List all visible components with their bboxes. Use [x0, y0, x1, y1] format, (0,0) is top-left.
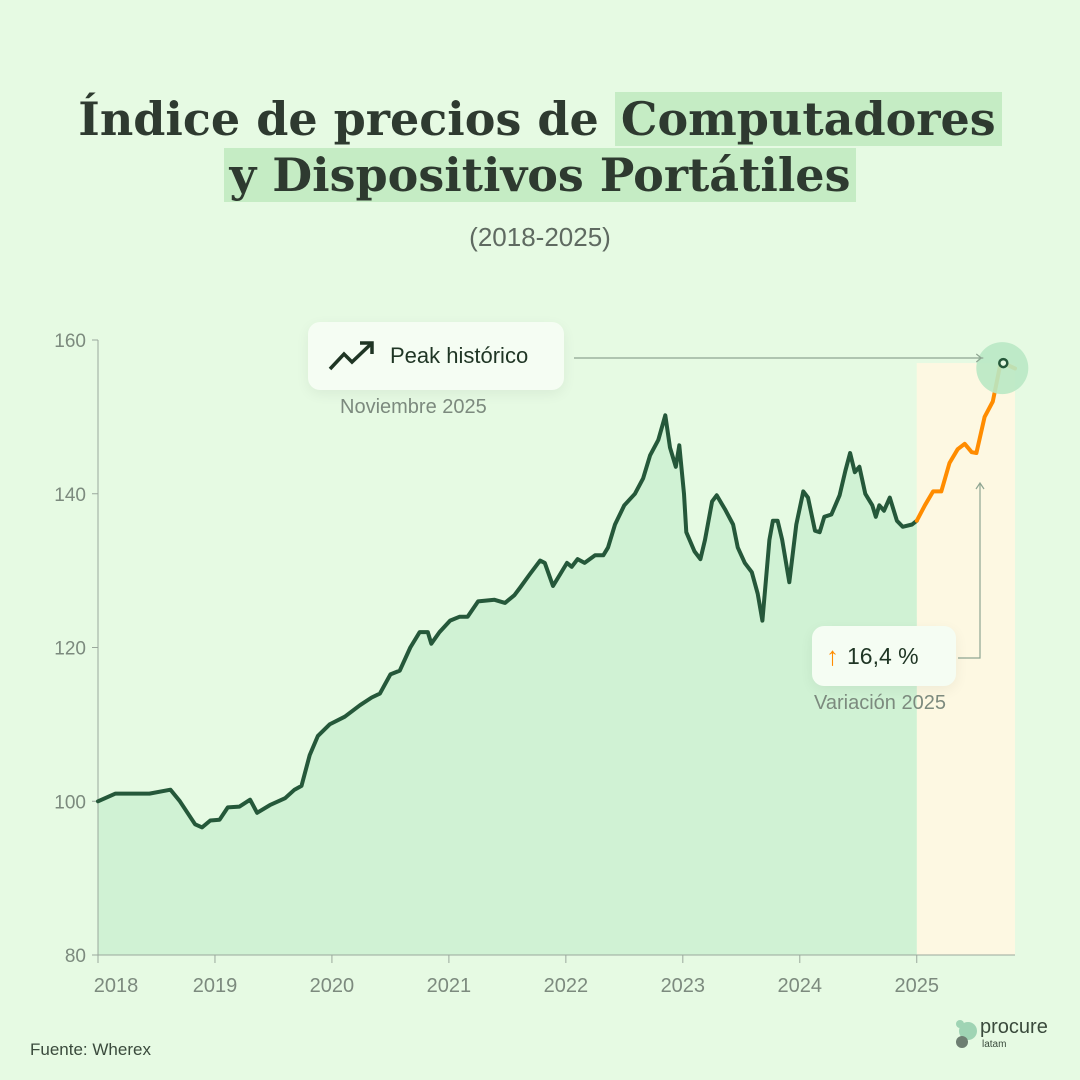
title-highlight: Computadores — [614, 92, 1002, 146]
y-tick-label: 120 — [54, 639, 86, 660]
x-tick-label: 2022 — [544, 975, 589, 997]
peak-marker — [998, 357, 1009, 369]
x-tick-label: 2023 — [661, 975, 706, 997]
arrow-up-icon: ↑ — [826, 640, 839, 671]
y-tick-label: 100 — [54, 792, 86, 813]
chart-title-line1: Índice de precios de Computadores — [0, 92, 1080, 146]
series-line — [96, 413, 919, 830]
chart-subtitle: (2018-2025) — [469, 222, 611, 252]
title-highlight-2: y Dispositivos Portátiles — [223, 148, 857, 202]
title-plain: Índice de precios de — [78, 92, 615, 146]
source-note: Fuente: Wherex — [30, 1040, 151, 1059]
y-tick-label: 160 — [54, 331, 86, 352]
peak-label: Peak histórico — [390, 343, 529, 368]
y-tick-label: 80 — [65, 946, 86, 967]
x-tick-label: 2018 — [94, 975, 139, 997]
trending-up-icon — [328, 341, 374, 371]
peak-caption: Noviembre 2025 — [340, 396, 487, 418]
peak-annotation: Peak histórico — [308, 322, 564, 390]
x-tick-label: 2019 — [193, 975, 238, 997]
chart-title-line2: y Dispositivos Portátiles — [0, 148, 1080, 202]
variation-arrowhead — [975, 481, 985, 490]
variation-value: 16,4 % — [847, 642, 919, 669]
logo-mark-icon — [956, 1020, 977, 1048]
peak-arrowhead — [975, 353, 983, 363]
x-tick-label: 2024 — [778, 975, 823, 997]
logo-sub: latam — [982, 1039, 1007, 1050]
x-tick-label: 2020 — [310, 975, 355, 997]
area-fill — [98, 415, 917, 955]
x-tick-label: 2025 — [895, 975, 940, 997]
variation-annotation: ↑ 16,4 % — [812, 626, 956, 686]
variation-caption: Variación 2025 — [814, 692, 946, 714]
variation-connector — [958, 484, 981, 659]
y-tick-label: 140 — [54, 485, 86, 506]
logo-name: procure — [980, 1016, 1048, 1038]
x-tick-label: 2021 — [427, 975, 472, 997]
